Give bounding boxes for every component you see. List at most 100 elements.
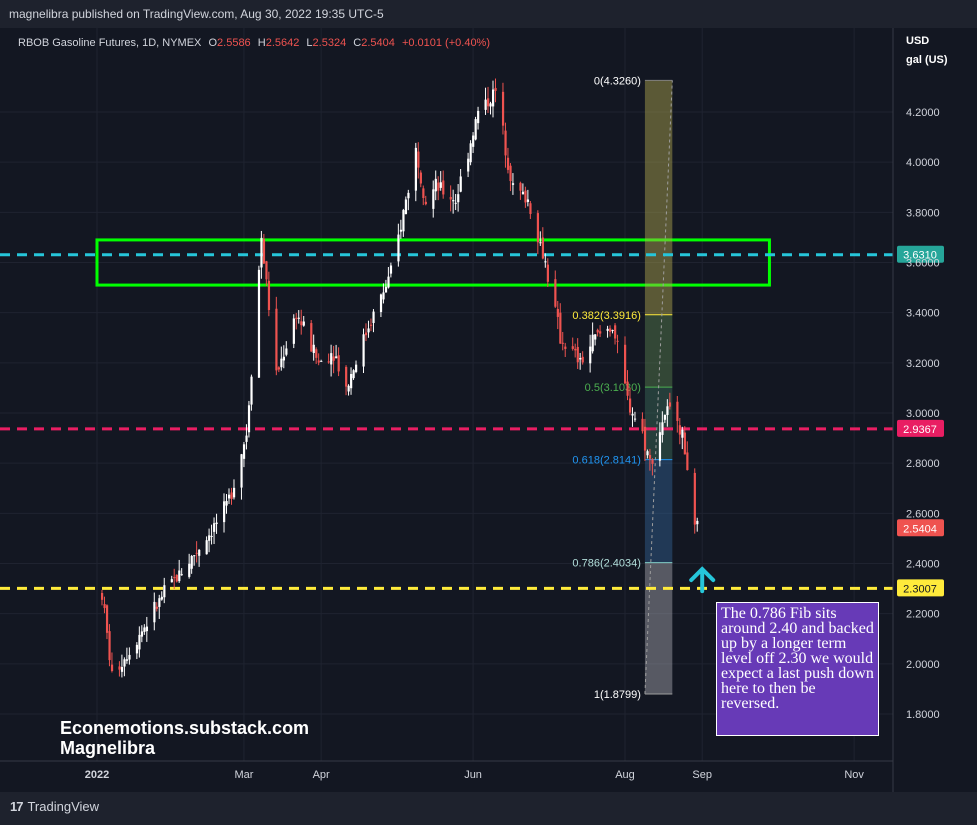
- candle-body: [449, 196, 452, 200]
- candle-body: [160, 596, 163, 600]
- price-line-label-bg: [897, 419, 944, 437]
- horizontal-lines[interactable]: 3.6310 2.9367 2.3007 2.5404: [0, 245, 944, 597]
- candle-body: [524, 190, 527, 203]
- change-value: +0.0101 (+0.40%): [402, 37, 490, 49]
- watermark: Econemotions.substack.com Magnelibra: [60, 718, 309, 758]
- price-tick-label: 4.2000: [906, 107, 940, 119]
- price-tick-label: 3.6000: [906, 257, 940, 269]
- candle-body: [609, 328, 612, 332]
- candle-body: [260, 237, 263, 268]
- candle-body: [457, 194, 460, 203]
- time-axis[interactable]: 2022 Mar Apr Jun Aug Sep Nov: [85, 769, 865, 781]
- candle-body: [110, 664, 114, 671]
- axis-unit-volume: gal (US): [906, 54, 948, 66]
- fib-level-label: 0.618(2.8141): [572, 455, 641, 467]
- candle-body: [399, 229, 403, 232]
- up-arrow-icon: [689, 566, 716, 594]
- arrow-annotation-group: [689, 566, 716, 594]
- tv-mark-icon: 17: [10, 799, 24, 814]
- candle-body: [432, 189, 435, 209]
- candle-body: [614, 325, 617, 339]
- price-tick-label: 2.8000: [906, 458, 940, 470]
- candle-body: [487, 98, 490, 107]
- candle-body: [275, 308, 278, 371]
- highlight-zone[interactable]: [95, 238, 771, 287]
- candle-body: [345, 366, 348, 387]
- price-tick-label: 1.8000: [906, 709, 940, 721]
- candle-body: [666, 406, 669, 416]
- fib-level-label: 1(1.8799): [594, 689, 641, 701]
- price-line-label: 2.9367: [903, 424, 937, 436]
- candle-body: [526, 199, 530, 202]
- candle-body: [140, 631, 144, 637]
- candle-body: [223, 501, 226, 523]
- candle-body: [454, 202, 457, 204]
- candle-body: [335, 356, 338, 359]
- candle-body: [633, 418, 637, 420]
- candle-body: [419, 172, 422, 184]
- candle-body: [611, 329, 614, 331]
- candle-body: [574, 348, 577, 351]
- candle-body: [180, 574, 183, 576]
- candle-body: [414, 147, 417, 191]
- candlesticks: [100, 78, 699, 678]
- ohlc-legend: RBOB Gasoline Futures, 1D, NYMEX O2.5586…: [18, 37, 490, 49]
- candle-body: [631, 413, 634, 416]
- fibonacci-retracement[interactable]: 0(4.3260) 0.382(3.3916) 0.5(3.1030) 0.618(2…: [572, 75, 673, 701]
- candle-body: [509, 165, 512, 182]
- candle-body: [628, 398, 632, 413]
- candle-body: [125, 659, 129, 661]
- candle-body: [155, 606, 158, 609]
- candle-body: [240, 454, 243, 488]
- candle-body: [484, 99, 487, 110]
- annotation-note[interactable]: The 0.786 Fib sits around 2.40 and backe…: [716, 602, 879, 736]
- candle-body: [195, 552, 198, 554]
- candle-body: [579, 358, 582, 360]
- fib-band: [644, 459, 673, 563]
- candle-body: [372, 311, 375, 324]
- candle-body: [581, 356, 584, 363]
- publish-header: magnelibra published on TradingView.com,…: [0, 0, 977, 28]
- last-price-label-bg: [897, 519, 944, 537]
- candle-body: [312, 344, 315, 353]
- candle-body: [362, 334, 365, 367]
- candle-body: [267, 280, 271, 311]
- time-tick-label: Apr: [313, 769, 330, 781]
- watermark-site: Econemotions.substack.com: [60, 718, 310, 738]
- candle-body: [317, 360, 320, 363]
- open-label: O: [208, 37, 217, 49]
- candle-body: [469, 143, 472, 163]
- candle-body: [529, 203, 532, 214]
- candle-body: [193, 555, 196, 557]
- time-tick-label: Aug: [615, 769, 635, 781]
- high-label: H: [258, 37, 266, 49]
- candle-body: [546, 264, 549, 282]
- candle-body: [352, 370, 355, 379]
- candle-body: [434, 178, 437, 192]
- candle-body: [389, 265, 393, 274]
- candle-body: [205, 540, 208, 555]
- candle-body: [367, 328, 370, 333]
- fib-level-label: 0.786(2.4034): [572, 558, 641, 570]
- candle-body: [128, 654, 131, 660]
- candle-body: [599, 331, 602, 334]
- price-line-label: 2.3007: [903, 583, 937, 595]
- tradingview-logo[interactable]: 17 TradingView: [10, 799, 99, 814]
- price-line-label-bg: [897, 579, 944, 597]
- candle-body: [422, 188, 425, 199]
- candle-body: [576, 346, 579, 363]
- candle-body: [648, 455, 652, 459]
- footer-bar: [0, 792, 977, 825]
- candle-body: [257, 269, 261, 378]
- candle-body: [337, 355, 340, 372]
- candle-body: [676, 401, 679, 421]
- candle-body: [501, 91, 505, 126]
- candle-body: [320, 360, 323, 362]
- price-axis[interactable]: 4.2000 4.0000 3.8000 3.6000 3.4000 3.2000 3.00…: [906, 107, 940, 721]
- candle-body: [541, 237, 545, 259]
- candle-body: [693, 472, 696, 525]
- last-price-label: 2.5404: [903, 523, 937, 535]
- candle-body: [145, 626, 149, 632]
- candle-body: [379, 294, 383, 313]
- candle-body: [437, 182, 440, 191]
